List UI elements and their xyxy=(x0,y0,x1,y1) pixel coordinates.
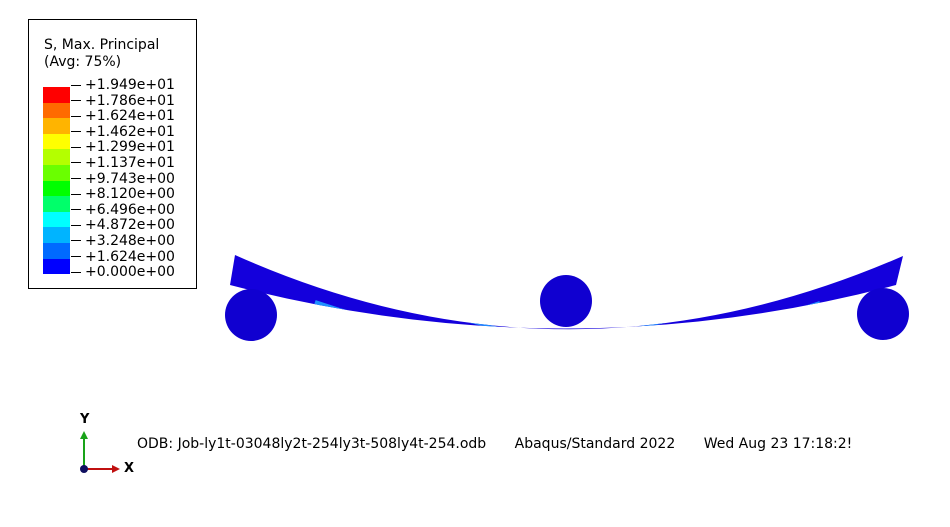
stress-band-high xyxy=(440,335,690,352)
legend-tick xyxy=(71,131,81,133)
beam-body xyxy=(230,255,903,330)
legend-tick xyxy=(71,209,81,211)
legend-tick xyxy=(71,115,81,117)
legend-tick xyxy=(71,162,81,164)
legend-value-text: +1.624e+01 xyxy=(85,108,175,125)
legend-swatch xyxy=(43,180,70,197)
legend-swatches xyxy=(43,87,70,275)
triad-axes xyxy=(80,431,120,473)
legend-swatch xyxy=(43,211,70,228)
legend-value: +1.462e+01 xyxy=(71,123,175,141)
legend-value-text: +0.000e+00 xyxy=(85,264,175,281)
odb-filename: ODB: Job-ly1t-03048ly2t-254ly3t-508ly4t-… xyxy=(137,436,487,452)
legend-value-text: +1.624e+00 xyxy=(85,248,175,265)
legend-title: S, Max. Principal (Avg: 75%) xyxy=(44,37,159,71)
legend-value: +3.248e+00 xyxy=(71,232,175,250)
legend-tick xyxy=(71,271,81,273)
legend-title-variable: S, Max. Principal xyxy=(44,37,160,53)
coordinate-triad: Y X xyxy=(72,412,142,482)
legend-value-text: +3.248e+00 xyxy=(85,232,175,249)
legend-swatch xyxy=(43,227,70,243)
legend-value-text: +6.496e+00 xyxy=(85,201,175,218)
timestamp: Wed Aug 23 17:18:2! xyxy=(703,436,853,452)
legend-value: +1.137e+01 xyxy=(71,154,175,172)
legend-swatch xyxy=(43,258,70,275)
legend-tick xyxy=(71,240,81,242)
legend-tick xyxy=(71,146,81,148)
legend-tick xyxy=(71,178,81,180)
support-roller-left xyxy=(225,289,277,341)
solver-version: Abaqus/Standard 2022 xyxy=(514,436,676,452)
viewport-info-text: ODB: Job-ly1t-03048ly2t-254ly3t-508ly4t-… xyxy=(137,436,950,453)
support-roller-right xyxy=(857,288,909,340)
loading-roller-center xyxy=(540,275,592,327)
legend-value-text: +1.786e+01 xyxy=(85,92,175,109)
legend-swatch xyxy=(43,149,70,165)
legend-title-averaging: (Avg: 75%) xyxy=(44,54,122,70)
legend-tick xyxy=(71,256,81,258)
legend-value: +8.120e+00 xyxy=(71,186,175,203)
legend-value: +1.624e+01 xyxy=(71,108,175,125)
legend-value-text: +1.462e+01 xyxy=(85,123,175,140)
legend-swatch xyxy=(43,196,70,212)
legend-value-text: +4.872e+00 xyxy=(85,217,175,234)
legend-swatch xyxy=(43,164,70,181)
legend-value: +0.000e+00 xyxy=(71,264,175,281)
x-axis-label: X xyxy=(124,461,135,476)
legend-value: +4.872e+00 xyxy=(71,218,175,234)
legend-value-text: +1.299e+01 xyxy=(85,139,175,156)
stress-band-peak xyxy=(530,350,605,354)
legend-swatch xyxy=(43,87,70,103)
legend-value: +1.949e+01 xyxy=(71,77,175,94)
legend-value-text: +1.137e+01 xyxy=(85,154,175,171)
contour-legend: S, Max. Principal (Avg: 75%) +1.949e+01 +… xyxy=(28,19,197,289)
legend-labels: +1.949e+01 +1.786e+01 +1.624e+01 +1.462e+01… xyxy=(71,77,175,281)
legend-value-text: +9.743e+00 xyxy=(85,170,175,187)
legend-value: +1.786e+01 xyxy=(71,92,175,110)
legend-swatch xyxy=(43,118,70,134)
y-axis-label: Y xyxy=(80,412,90,427)
z-axis-dot xyxy=(80,465,88,473)
legend-value: +1.624e+00 xyxy=(71,248,175,266)
legend-value: +1.299e+01 xyxy=(71,140,175,156)
legend-value-text: +8.120e+00 xyxy=(85,186,175,203)
legend-tick xyxy=(71,224,81,226)
x-axis-arrowhead xyxy=(112,465,120,473)
legend-swatch xyxy=(43,133,70,150)
legend-tick xyxy=(71,100,81,102)
legend-tick xyxy=(71,84,81,86)
legend-swatch xyxy=(43,102,70,119)
legend-value: +6.496e+00 xyxy=(71,201,175,219)
legend-value-text: +1.949e+01 xyxy=(85,77,175,93)
legend-value: +9.743e+00 xyxy=(71,170,175,188)
y-axis-arrowhead xyxy=(80,431,88,439)
legend-tick xyxy=(71,193,81,195)
legend-swatch xyxy=(43,242,70,259)
